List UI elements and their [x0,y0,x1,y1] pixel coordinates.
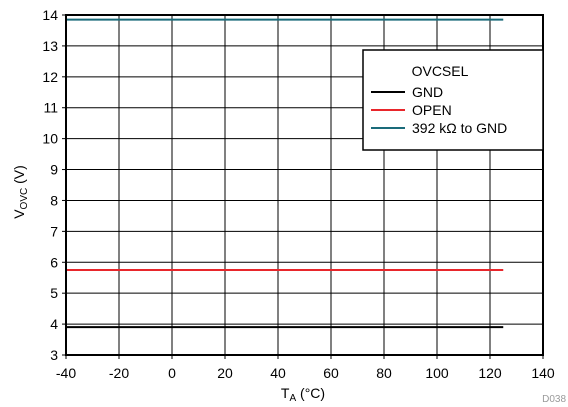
y-tick-label: 10 [42,131,58,147]
y-tick-label: 6 [50,254,58,270]
y-tick-label: 3 [50,347,58,363]
x-axis-title: TA (°C) [281,385,325,404]
legend-label: OPEN [412,102,452,118]
plot-frame [65,14,544,356]
x-tick-label: -20 [109,365,129,381]
x-axis-title-sub: A [289,393,296,404]
y-axis-title-unit: (V) [11,165,27,188]
x-axis-title-main: T [281,385,290,401]
x-axis-title-unit: (°C) [296,385,325,401]
series-lines [66,18,504,329]
y-tick-label: 8 [50,192,58,208]
legend-title: OVCSEL [412,63,469,79]
legend-label: 392 kΩ to GND [412,120,507,136]
y-tick-labels: 3 4 5 6 7 8 9 10 11 12 13 14 [42,7,58,363]
x-tick-label: 20 [217,365,233,381]
y-tick-label: 5 [50,285,58,301]
figure-id: D038 [542,394,566,405]
x-tick-label: 100 [425,365,449,381]
x-tick-label: 120 [478,365,502,381]
y-tick-label: 14 [42,7,58,23]
y-tick-label: 11 [43,100,58,116]
legend: OVCSEL GND OPEN 392 kΩ to GND [362,49,544,151]
y-axis-title: VOVC (V) [11,165,30,219]
x-tick-labels: -40 -20 0 20 40 60 80 100 120 140 [56,365,555,381]
x-tick-label: 40 [270,365,286,381]
y-axis-title-main: V [11,209,27,219]
y-tick-label: 7 [50,223,58,239]
legend-box [362,49,544,151]
y-tick-label: 12 [42,69,58,85]
y-tick-label: 4 [50,316,58,332]
y-tick-label: 13 [42,38,58,54]
x-tick-label: 0 [168,365,176,381]
x-tick-label: 60 [323,365,339,381]
x-tick-label: 80 [376,365,392,381]
x-tick-label: -40 [56,365,76,381]
x-tick-label: 140 [531,365,555,381]
y-tick-label: 9 [50,162,58,178]
y-axis-title-sub: OVC [19,188,30,210]
legend-label: GND [412,84,443,100]
